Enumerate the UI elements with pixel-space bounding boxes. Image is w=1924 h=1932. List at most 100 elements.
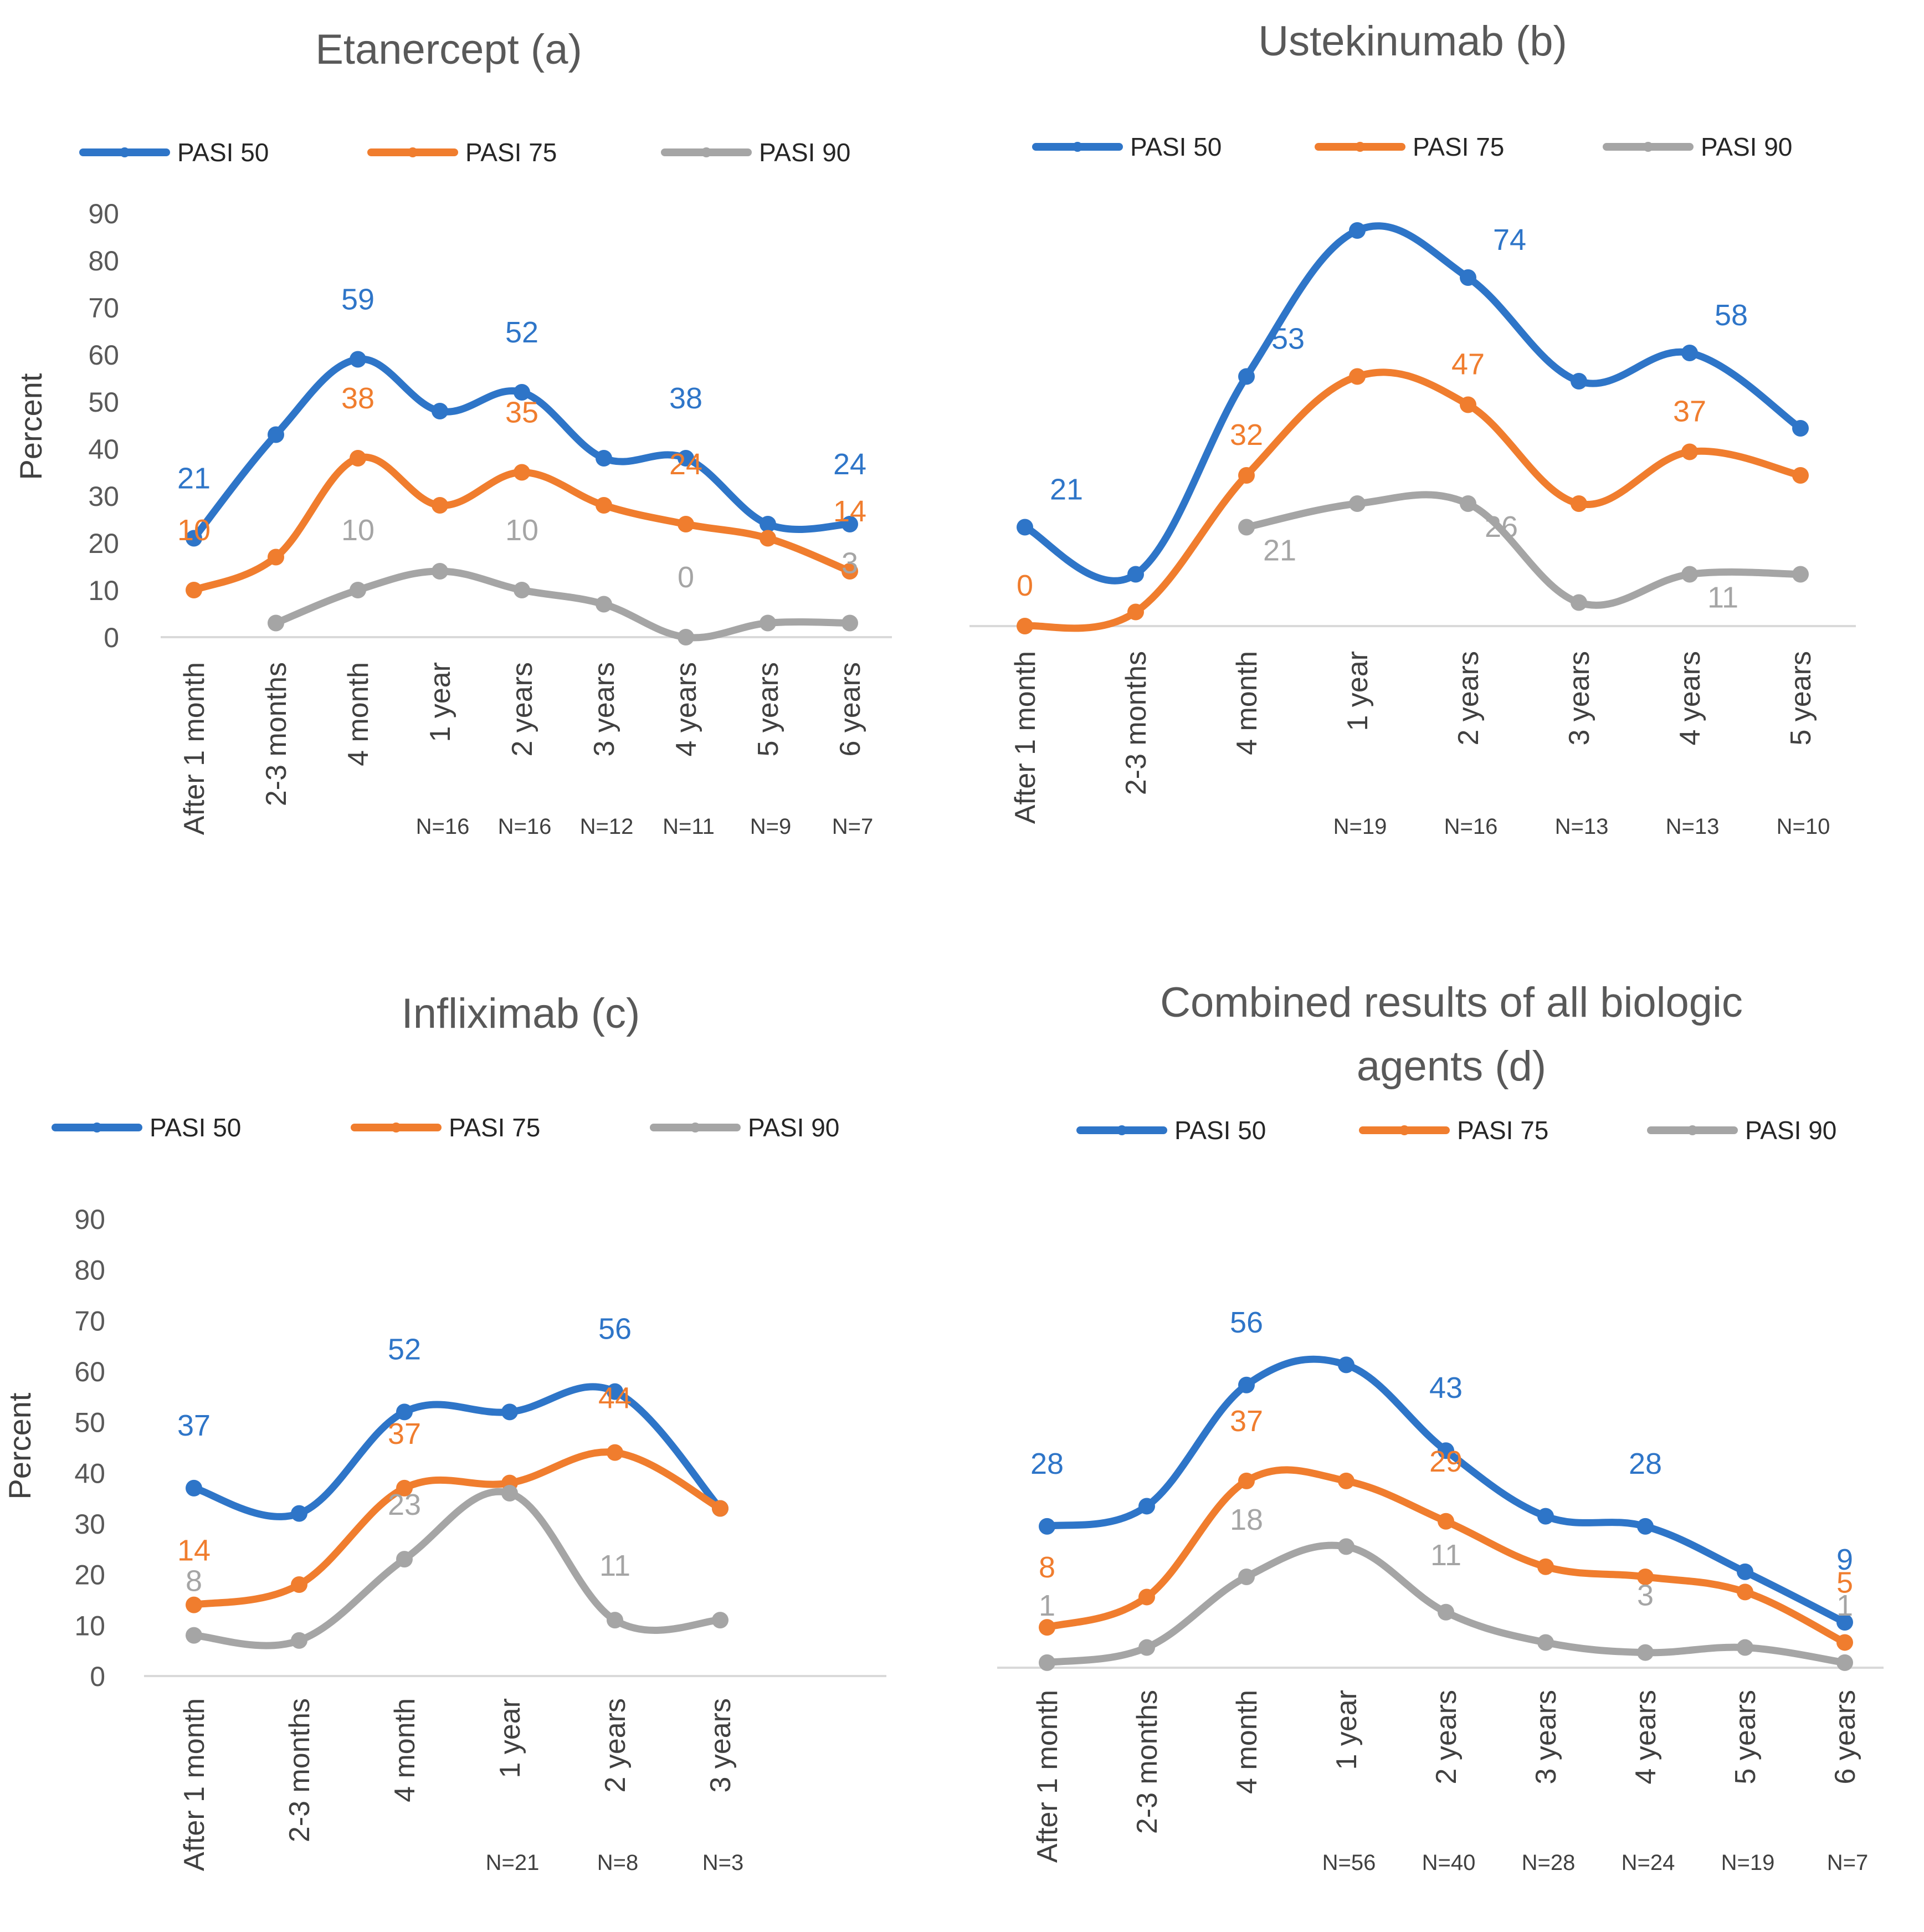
x-tick-label: 2-3 months [284,1698,316,1842]
y-tick-label: 60 [88,340,119,371]
data-point [186,1627,202,1644]
data-label: 44 [598,1382,632,1415]
data-point [186,582,202,598]
data-point [1238,1376,1255,1393]
data-point [678,450,694,467]
data-point [1039,1654,1055,1671]
x-tick-label: 6 years [834,662,866,757]
x-tick-label: After 1 month [1009,651,1041,824]
sample-size-label: N=19 [1721,1851,1775,1875]
sample-size-label: N=8 [597,1851,639,1875]
x-tick-label: 4 month [1231,651,1263,755]
data-point [350,351,366,368]
data-point [607,1444,623,1461]
data-point [1537,1634,1554,1651]
x-tick-label: 1 year [1331,1690,1363,1770]
chart-panel-a: Etanercept (a) PASI 50 PASI 75 PASI 90 0 10 20… [13,26,892,839]
legend-label: PASI 75 [1457,1116,1548,1145]
sample-size-label: N=28 [1522,1851,1576,1875]
x-tick-label: 3 years [1530,1690,1562,1785]
x-tick-label: 2-3 months [260,662,293,806]
chart-title: Combined results of all biologic [1160,979,1743,1026]
data-point [1238,519,1255,536]
data-point [1039,1518,1055,1535]
legend-label: PASI 50 [1174,1116,1266,1145]
x-tick-label: 2-3 months [1120,651,1152,795]
data-point [1792,420,1809,437]
data-point [760,614,776,632]
data-point [1349,222,1366,239]
sample-size-label: N=19 [1333,814,1387,839]
data-point [712,1500,728,1517]
y-tick-label: 90 [88,198,119,229]
data-point [712,1612,728,1629]
data-point [1349,368,1366,385]
data-label: 0 [1017,569,1033,602]
y-tick-label: 20 [74,1560,105,1591]
data-point [501,1403,518,1421]
data-point [1537,1508,1554,1525]
data-point [1737,1563,1753,1580]
data-label: 59 [341,283,374,316]
data-point [1737,1639,1753,1656]
x-tick-label: After 1 month [1032,1690,1064,1863]
x-tick-label: 2-3 months [1131,1690,1163,1834]
data-label: 11 [599,1549,630,1582]
data-point [760,516,776,532]
data-point [607,1612,623,1629]
data-point [596,497,612,514]
data-point [1681,345,1698,361]
legend-marker [120,147,130,157]
x-tick-label: 5 years [752,662,784,757]
y-tick-label: 30 [74,1509,105,1540]
series-pasi-50: 21 53 74 58 [1017,222,1809,585]
data-point [1460,495,1476,512]
data-point [1127,566,1144,583]
data-point [432,563,448,580]
x-tick-label: 4 years [670,662,702,757]
data-label: 24 [833,448,866,481]
data-label: 18 [1230,1503,1263,1536]
series-line [1243,491,1804,609]
series-line [190,1448,724,1609]
x-tick-label: 2 years [506,662,538,757]
data-point [1338,1356,1355,1374]
data-label: 28 [1629,1447,1662,1480]
x-tick-label: 6 years [1829,1690,1861,1785]
data-label: 10 [177,514,211,547]
sample-size-label: N=13 [1666,814,1720,839]
y-tick-label: 80 [74,1255,105,1286]
sample-size-label: N=56 [1322,1851,1376,1875]
data-point [1460,269,1476,286]
data-label: 9 [1836,1543,1853,1576]
y-axis-label: Percent [2,1392,37,1499]
sample-size-label: N=12 [580,814,634,839]
data-label: 3 [1637,1579,1654,1612]
data-point [432,403,448,419]
x-tick-label: 2 years [1453,651,1485,746]
data-label: 43 [1429,1371,1463,1405]
data-point [1138,1588,1155,1606]
y-tick-label: 60 [74,1356,105,1387]
sample-size-label: N=24 [1622,1851,1675,1875]
data-label: 8 [186,1565,202,1598]
data-label: 56 [598,1313,632,1346]
y-tick-label: 70 [74,1305,105,1336]
x-tick-label: 5 years [1785,651,1817,746]
data-point [268,614,284,632]
legend-label: PASI 50 [150,1113,241,1142]
y-tick-label: 30 [88,481,119,512]
y-tick-label: 50 [88,387,119,418]
data-point [1238,1472,1255,1489]
data-point [1438,1442,1454,1459]
series-line [190,1383,724,1520]
chart-title: Infliximab (c) [402,990,640,1037]
data-point [186,530,202,547]
data-label: 56 [1230,1306,1263,1339]
data-label: 47 [1451,348,1485,381]
sample-size-label: N=7 [832,814,874,839]
series-line [272,567,854,642]
data-point [396,1403,413,1421]
data-point [1537,1558,1554,1575]
